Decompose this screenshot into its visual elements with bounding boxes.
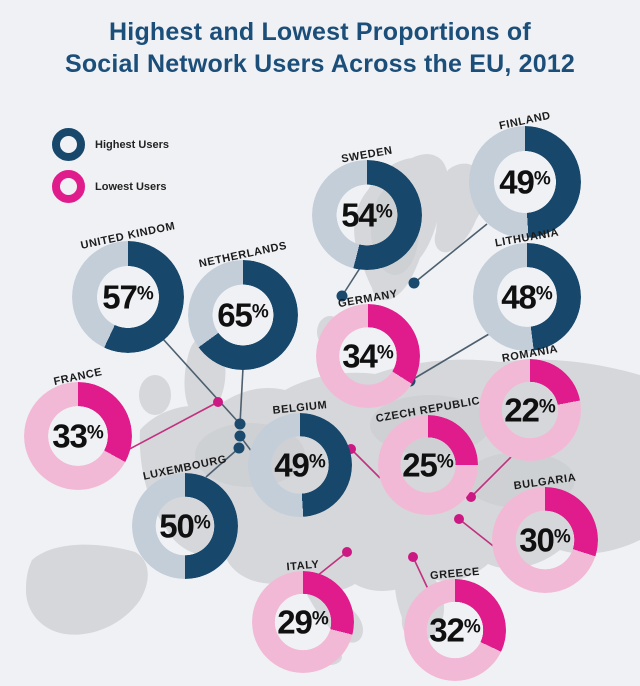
donut-value: 22%: [504, 391, 556, 429]
donut-value: 50%: [159, 507, 211, 545]
donut-romania: 22% ROMANIA: [479, 343, 581, 461]
donut-value: 49%: [274, 446, 326, 484]
donut-ring: [188, 260, 298, 370]
donut-value: 34%: [342, 337, 394, 375]
donut-luxembourg: 50% LUXEMBOURG: [132, 453, 238, 579]
donut-finland: 49% FINLAND: [469, 110, 581, 238]
legend-item-highest: Highest Users: [52, 128, 169, 161]
donut-belgium: 49% BELGIUM: [248, 399, 352, 517]
donut-ring: [378, 415, 478, 515]
donut-value: 25%: [402, 446, 454, 484]
legend-item-lowest: Lowest Users: [52, 170, 169, 203]
donut-united-kindom: 57% UNITED KINDOM: [72, 220, 184, 353]
donut-czech-republic: 25% CZECH REPUBLIC: [375, 395, 481, 515]
donut-ring: [404, 579, 506, 681]
donut-ring: [312, 160, 422, 270]
donut-bulgaria: 30% BULGARIA: [492, 472, 598, 593]
donut-value: 57%: [102, 278, 154, 316]
title-line-1: Highest and Lowest Proportions of: [109, 18, 531, 46]
legend: Highest Users Lowest Users: [52, 128, 169, 203]
donut-greece: 32% GREECE: [404, 566, 506, 681]
highest-users-ring-icon: [52, 128, 85, 161]
country-label: ITALY: [286, 558, 320, 574]
donut-ring: [24, 382, 132, 490]
donut-value: 29%: [277, 603, 329, 641]
donut-ring: [252, 571, 354, 673]
donut-value: 49%: [499, 163, 551, 201]
legend-label-highest: Highest Users: [95, 138, 169, 151]
donut-france: 33% FRANCE: [24, 366, 132, 490]
donut-value: 32%: [429, 611, 481, 649]
donut-value: 65%: [217, 296, 269, 334]
donut-value: 48%: [501, 278, 553, 316]
legend-label-lowest: Lowest Users: [95, 180, 167, 193]
donut-value: 30%: [519, 521, 571, 559]
donut-ring: [132, 473, 238, 579]
donut-ring: [72, 241, 184, 353]
donut-ring: [469, 126, 581, 238]
donut-value: 33%: [52, 417, 104, 455]
donut-netherlands: 65% NETHERLANDS: [188, 240, 298, 370]
donut-germany: 34% GERMANY: [316, 288, 420, 408]
donut-italy: 29% ITALY: [252, 559, 354, 673]
donut-ring: [492, 487, 598, 593]
page-title: Highest and Lowest Proportions of Social…: [0, 16, 640, 80]
donut-sweden: 54% SWEDEN: [312, 145, 422, 270]
donut-lithuania: 48% LITHUANIA: [473, 226, 581, 351]
lowest-users-ring-icon: [52, 170, 85, 203]
donut-ring: [316, 304, 420, 408]
donut-value: 54%: [341, 196, 393, 234]
donut-ring: [473, 243, 581, 351]
title-line-2: Social Network Users Across the EU, 2012: [64, 50, 576, 78]
donut-ring: [248, 413, 352, 517]
donut-ring: [479, 359, 581, 461]
